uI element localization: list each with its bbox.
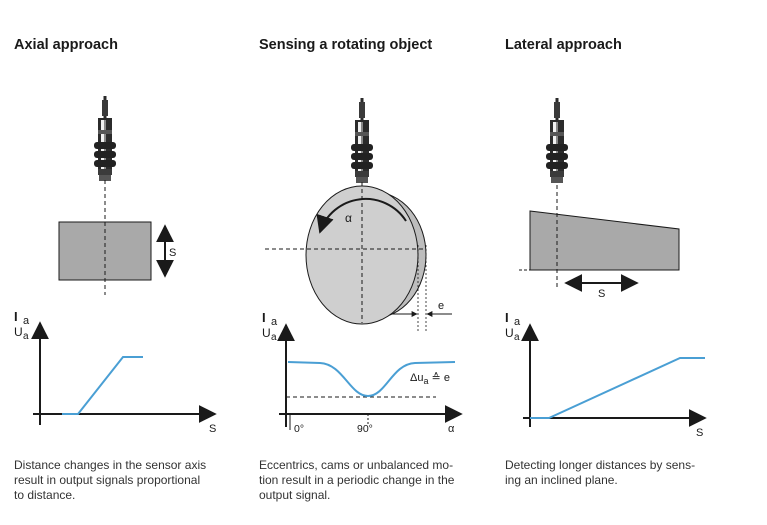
caption-lateral-line-1: Detecting longer distances by sens- <box>505 458 696 472</box>
rotation-arrow <box>316 198 407 234</box>
axial-axis-i-sub: a <box>23 315 30 327</box>
caption-rotating-line-2: tion result in a periodic change in the <box>259 473 455 487</box>
axial-output-curve <box>62 356 143 415</box>
eccentricity-label: e <box>438 300 444 312</box>
axial-sensor <box>94 96 116 181</box>
lateral-distance-label: S <box>598 288 605 300</box>
lateral-output-curve <box>530 357 705 419</box>
lateral-axis-x-label: S <box>696 427 703 439</box>
rotating-axis-u-sub: a <box>271 332 277 343</box>
lateral-axis-u-sub: a <box>514 332 520 343</box>
lateral-axis-u: U <box>505 326 514 340</box>
axial-axis-x-label: S <box>209 423 216 435</box>
rotating-axis-i-sub: a <box>271 316 278 328</box>
axial-distance-label: S <box>169 247 176 259</box>
axial-axis-u-sub: a <box>23 331 29 342</box>
rotating-axis-i: I <box>262 310 266 325</box>
caption-rotating-line-3: output signal. <box>259 488 331 502</box>
rotating-axis-x-label: α <box>448 423 455 435</box>
caption-lateral-line-2: ing an inclined plane. <box>505 473 618 487</box>
axial-axis-u: U <box>14 325 23 339</box>
title-lateral: Lateral approach <box>505 37 622 53</box>
title-rotating: Sensing a rotating object <box>259 37 433 53</box>
lateral-axis-i-sub: a <box>514 316 521 328</box>
rotating-sensor <box>351 98 373 183</box>
axial-axis-i: I <box>14 309 18 324</box>
caption-axial: Distance changes in the sensor axis resu… <box>14 458 206 503</box>
delta-label: Δua ≙ e <box>410 372 450 386</box>
caption-rotating: Eccentrics, cams or unbalanced mo- tion … <box>259 458 454 503</box>
rotation-label: α <box>345 211 352 225</box>
title-axial: Axial approach <box>14 37 118 53</box>
rotating-output-curve <box>287 361 456 398</box>
lateral-sensor <box>546 98 568 183</box>
caption-lateral: Detecting longer distances by sens- ing … <box>505 458 695 488</box>
caption-rotating-line-1: Eccentrics, cams or unbalanced mo- <box>259 458 454 472</box>
caption-axial-line-2: result in output signals proportional <box>14 473 201 487</box>
caption-axial-line-3: to distance. <box>14 488 76 502</box>
rotating-axis-u: U <box>262 326 271 340</box>
lateral-axis-i: I <box>505 310 509 325</box>
lateral-inclined-target <box>529 210 680 271</box>
tick-label-90: 90° <box>357 423 373 435</box>
caption-axial-line-1: Distance changes in the sensor axis <box>14 458 207 472</box>
tick-label-0: 0° <box>294 423 304 435</box>
